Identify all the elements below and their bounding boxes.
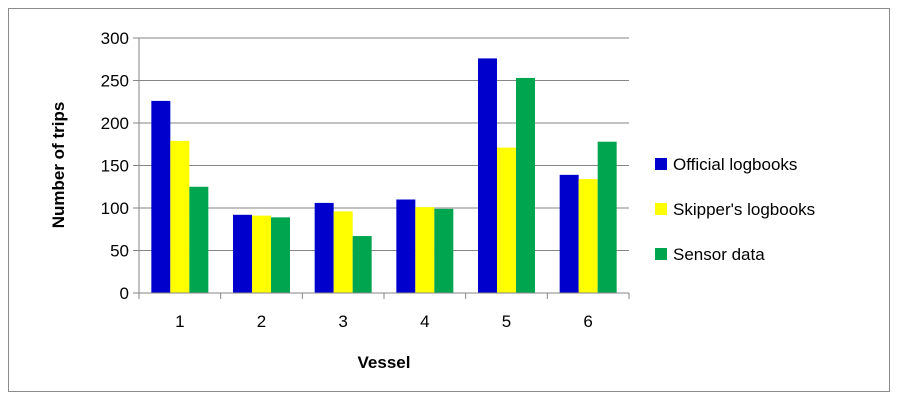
x-tick-label: 5 [502, 312, 511, 331]
y-tick-label: 0 [120, 284, 129, 303]
y-tick-label: 300 [101, 29, 129, 48]
y-axis-title: Number of trips [49, 102, 68, 229]
x-tick-label: 2 [257, 312, 266, 331]
legend-swatch [655, 158, 667, 170]
gridlines [139, 37, 629, 251]
y-tick-label: 50 [110, 242, 129, 261]
bar [314, 202, 334, 293]
legend-swatch [655, 203, 667, 215]
bar [497, 147, 516, 293]
legend-swatch [655, 248, 667, 260]
y-tick-labels: 0 50 100 150 200 250 300 [101, 29, 129, 303]
bar [333, 211, 353, 293]
x-tick-label: 3 [338, 312, 347, 331]
legend: Official logbooks Skipper's logbooks Senso… [655, 155, 815, 264]
bar [271, 217, 290, 293]
y-tick-label: 250 [101, 72, 129, 91]
axes [133, 37, 630, 299]
bar [478, 58, 497, 294]
bars [151, 58, 617, 294]
y-tick-label: 100 [101, 199, 129, 218]
bar [516, 77, 535, 293]
x-tick-label: 6 [583, 312, 592, 331]
y-tick-label: 150 [101, 157, 129, 176]
bar [151, 100, 171, 294]
legend-label: Skipper's logbooks [673, 200, 815, 219]
bar [578, 179, 598, 293]
bar [170, 140, 190, 293]
bar [415, 207, 435, 293]
bar [396, 199, 416, 293]
legend-label: Official logbooks [673, 155, 797, 174]
bar [252, 215, 271, 293]
bar [352, 236, 372, 293]
bar [189, 186, 209, 293]
bar [597, 141, 617, 293]
x-tick-labels: 1 2 3 4 5 6 [175, 312, 593, 331]
bar [559, 174, 579, 293]
legend-label: Sensor data [673, 245, 765, 264]
x-tick-label: 4 [420, 312, 429, 331]
x-tick-label: 1 [175, 312, 184, 331]
bar [233, 214, 252, 293]
bar [434, 208, 454, 293]
y-tick-label: 200 [101, 114, 129, 133]
x-axis-title: Vessel [358, 353, 411, 372]
